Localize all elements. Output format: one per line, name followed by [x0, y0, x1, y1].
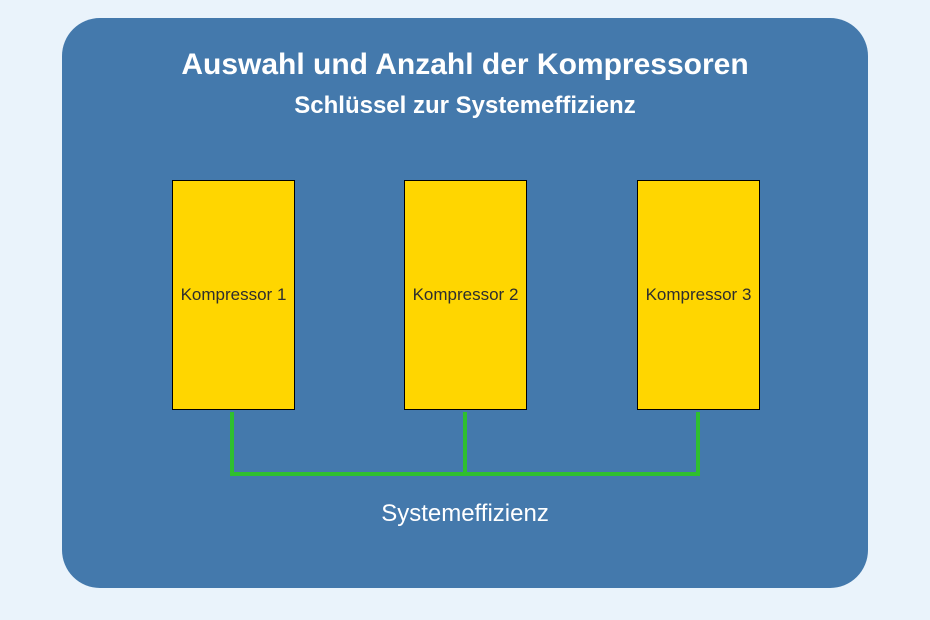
- compressor-box-3: Kompressor 3: [637, 180, 760, 410]
- diagram-panel: Auswahl und Anzahl der Kompressoren Schl…: [62, 18, 868, 588]
- compressor-box-2: Kompressor 2: [404, 180, 527, 410]
- connector-horizontal: [230, 472, 700, 476]
- compressor-box-3-label: Kompressor 3: [646, 285, 752, 305]
- connector-vertical-2: [463, 412, 467, 476]
- connector-vertical-1: [230, 412, 234, 476]
- efficiency-label: Systemeffizienz: [62, 500, 868, 528]
- compressor-box-1-label: Kompressor 1: [181, 285, 287, 305]
- connector-vertical-3: [696, 412, 700, 476]
- compressor-box-2-label: Kompressor 2: [413, 285, 519, 305]
- compressor-box-1: Kompressor 1: [172, 180, 295, 410]
- diagram-title: Auswahl und Anzahl der Kompressoren: [62, 48, 868, 82]
- diagram-subtitle: Schlüssel zur Systemeffizienz: [62, 92, 868, 120]
